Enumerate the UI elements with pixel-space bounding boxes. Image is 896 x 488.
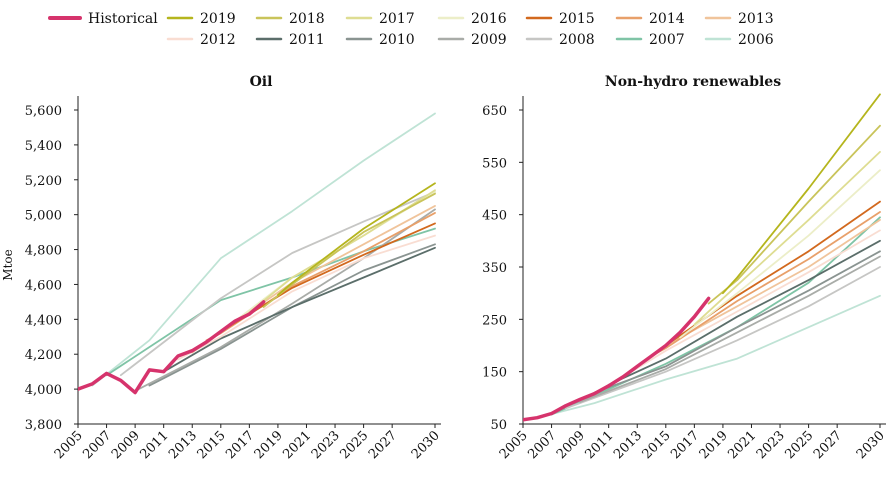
y-tick-label: 550 <box>482 156 507 171</box>
x-tick-label: 2021 <box>280 428 314 462</box>
series-line-2006 <box>536 294 881 419</box>
x-tick-label: 2030 <box>854 428 888 462</box>
y-tick-label: 350 <box>482 261 507 276</box>
series-line-2009 <box>579 255 881 403</box>
legend-label-2019: 2019 <box>200 11 236 27</box>
x-tick-label: 2015 <box>195 428 229 462</box>
x-tick-label: 2009 <box>554 428 588 462</box>
y-tick-label: 150 <box>482 366 507 381</box>
y-tick-label: 5,000 <box>25 209 62 224</box>
legend-label-2013: 2013 <box>738 11 774 27</box>
y-tick-label: 5,600 <box>25 104 62 119</box>
series-line-2012 <box>622 229 881 378</box>
chart-title-renewables: Non-hydro renewables <box>605 74 781 90</box>
series-line-historical <box>523 296 711 422</box>
x-tick-label: 2025 <box>782 428 816 462</box>
y-tick-label: 650 <box>482 104 507 119</box>
x-tick-label: 2007 <box>80 428 114 462</box>
series-line-2011 <box>607 239 881 386</box>
x-tick-label: 2027 <box>366 428 400 462</box>
series-line-2013 <box>191 205 436 354</box>
legend-label-2009: 2009 <box>471 32 507 48</box>
series-line-2010 <box>593 250 881 394</box>
legend-label-2017: 2017 <box>379 11 415 27</box>
series-line-2012 <box>177 234 436 361</box>
legend-label-2018: 2018 <box>289 11 325 27</box>
x-tick-label: 2005 <box>52 428 86 462</box>
series-group-oil <box>78 112 436 395</box>
y-tick-label: 450 <box>482 209 507 224</box>
x-tick-label: 2027 <box>811 428 845 462</box>
x-tick-label: 2015 <box>640 428 674 462</box>
x-tick-label: 2017 <box>668 428 702 462</box>
y-tick-label: 250 <box>482 313 507 328</box>
legend-label-2008: 2008 <box>559 32 595 48</box>
x-tick-label: 2021 <box>725 428 759 462</box>
legend: Historical 2019 2018 2017 2016 2015 2014 2013 20… <box>48 11 774 48</box>
y-tick-label: 4,400 <box>25 313 62 328</box>
y-tick-label: 4,600 <box>25 278 62 293</box>
x-tick-label: 2013 <box>166 428 200 462</box>
y-tick-label: 4,000 <box>25 383 62 398</box>
y-tick-label: 3,800 <box>25 418 62 433</box>
series-line-2009 <box>134 208 436 392</box>
x-tick-label: 2030 <box>409 428 443 462</box>
x-tick-label: 2023 <box>309 428 343 462</box>
series-line-2016 <box>679 169 881 339</box>
legend-label-2006: 2006 <box>738 32 774 48</box>
legend-label-2016: 2016 <box>471 11 507 27</box>
series-line-2006 <box>91 112 436 387</box>
x-tick-label: 2011 <box>583 428 617 462</box>
series-line-2013 <box>636 219 881 368</box>
series-line-2017 <box>693 151 881 326</box>
series-line-2011 <box>162 246 436 373</box>
series-line-2018 <box>707 124 881 305</box>
legend-label-2007: 2007 <box>649 32 685 48</box>
series-line-2008 <box>119 191 436 377</box>
x-tick-label: 2005 <box>497 428 531 462</box>
series-group-renewables <box>523 93 881 422</box>
y-axis-title-oil: Mtoe <box>1 249 15 280</box>
series-line-historical <box>78 300 266 395</box>
x-tick-label: 2011 <box>138 428 172 462</box>
x-tick-label: 2019 <box>697 428 731 462</box>
series-line-2014 <box>205 212 436 342</box>
y-tick-label: 5,400 <box>25 139 62 154</box>
x-tick-label: 2007 <box>525 428 559 462</box>
series-line-2008 <box>564 266 881 410</box>
x-tick-label: 2017 <box>223 428 257 462</box>
legend-label-2014: 2014 <box>649 11 685 27</box>
legend-label-2015: 2015 <box>559 11 595 27</box>
legend-label-historical: Historical <box>88 11 158 27</box>
x-tick-label: 2009 <box>109 428 143 462</box>
legend-label-2011: 2011 <box>289 32 325 48</box>
series-line-2019 <box>722 93 881 295</box>
oil-chart: Oil Mtoe 3,800 4,000 4,200 4,400 4,600 4,800 5,0… <box>1 74 443 462</box>
y-tick-label: 50 <box>490 418 507 433</box>
y-tick-label: 4,200 <box>25 348 62 363</box>
series-line-2014 <box>650 211 881 357</box>
legend-label-2012: 2012 <box>200 32 236 48</box>
renewables-chart: Non-hydro renewables 50 150 250 350 450 550 650… <box>482 74 888 462</box>
series-line-2019 <box>277 182 436 296</box>
y-tick-label: 4,800 <box>25 244 62 259</box>
x-tick-label: 2013 <box>611 428 645 462</box>
x-tick-label: 2025 <box>337 428 371 462</box>
x-tick-label: 2023 <box>754 428 788 462</box>
legend-label-2010: 2010 <box>379 32 415 48</box>
chart-title-oil: Oil <box>250 74 273 90</box>
y-tick-label: 5,200 <box>25 174 62 189</box>
x-tick-label: 2019 <box>252 428 286 462</box>
